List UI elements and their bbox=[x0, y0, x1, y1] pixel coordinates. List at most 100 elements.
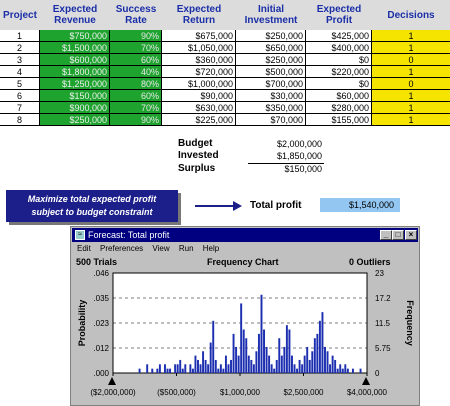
cell-expected-revenue: $1,500,000 bbox=[40, 42, 110, 54]
histogram-bar bbox=[245, 338, 248, 373]
histogram-bar bbox=[247, 355, 250, 373]
header-expected-return: Expected Return bbox=[162, 0, 236, 30]
histogram-bar bbox=[217, 368, 220, 373]
cell-project: 6 bbox=[0, 90, 40, 102]
cell-decision[interactable]: 0 bbox=[372, 78, 450, 90]
histogram-bar bbox=[235, 346, 238, 373]
histogram-bar bbox=[202, 351, 205, 373]
histogram-bar bbox=[263, 329, 265, 373]
histogram-bar bbox=[242, 329, 245, 373]
menu-help[interactable]: Help bbox=[202, 244, 220, 253]
cell-project: 2 bbox=[0, 42, 40, 54]
histogram-bar bbox=[227, 364, 230, 373]
close-button[interactable]: × bbox=[405, 230, 417, 240]
histogram-bar bbox=[138, 368, 141, 373]
cell-expected-profit: $220,000 bbox=[306, 66, 372, 78]
histogram-bar bbox=[346, 368, 349, 373]
histogram-bar bbox=[240, 303, 243, 373]
surplus-value: $150,000 bbox=[284, 164, 322, 174]
cell-project: 5 bbox=[0, 78, 40, 90]
invested-label: Invested bbox=[178, 150, 219, 161]
menu-view[interactable]: View bbox=[152, 244, 170, 253]
cell-decision[interactable]: 1 bbox=[372, 102, 450, 114]
table-row: 5 $1,250,000 80% $1,000,000 $700,000 $0 0 bbox=[0, 78, 450, 90]
x-tick-label: ($2,000,000) bbox=[90, 388, 136, 397]
histogram-bar bbox=[303, 355, 306, 373]
app-icon: ≈ bbox=[75, 230, 85, 240]
cell-decision[interactable]: 1 bbox=[372, 30, 450, 42]
cell-decision[interactable]: 1 bbox=[372, 90, 450, 102]
histogram-bar bbox=[270, 364, 273, 373]
header-expected-revenue: Expected Revenue bbox=[40, 0, 110, 30]
cell-expected-return: $720,000 bbox=[162, 66, 236, 78]
cell-project: 7 bbox=[0, 102, 40, 114]
cell-project: 8 bbox=[0, 114, 40, 126]
cell-expected-profit: $400,000 bbox=[306, 42, 372, 54]
histogram-bar bbox=[255, 351, 258, 373]
cell-initial-investment: $250,000 bbox=[236, 54, 306, 66]
header-expected-profit: Expected Profit bbox=[306, 0, 372, 30]
histogram-bar bbox=[207, 364, 210, 373]
menu-bar: Edit Preferences View Run Help bbox=[73, 243, 417, 255]
histogram-bar bbox=[326, 351, 329, 373]
histogram-bar bbox=[166, 368, 169, 373]
cell-initial-investment: $350,000 bbox=[236, 102, 306, 114]
histogram-bar bbox=[298, 359, 301, 373]
menu-edit[interactable]: Edit bbox=[77, 244, 91, 253]
histogram-bar bbox=[151, 368, 154, 373]
cell-expected-profit: $155,000 bbox=[306, 114, 372, 126]
cell-expected-return: $360,000 bbox=[162, 54, 236, 66]
x-tick-label: $4,000,000 bbox=[347, 388, 388, 397]
histogram-bar bbox=[181, 368, 184, 373]
histogram-bar bbox=[291, 355, 293, 373]
cell-expected-revenue: $900,000 bbox=[40, 102, 110, 114]
cell-expected-return: $1,000,000 bbox=[162, 78, 236, 90]
forecast-window: ≈ Forecast: Total profit _ □ × Edit Pref… bbox=[70, 226, 420, 406]
window-titlebar[interactable]: ≈ Forecast: Total profit _ □ × bbox=[72, 228, 418, 242]
histogram-bar bbox=[273, 368, 276, 373]
cell-expected-return: $1,050,000 bbox=[162, 42, 236, 54]
cell-expected-profit: $280,000 bbox=[306, 102, 372, 114]
right-tick-label: 17.2 bbox=[375, 294, 391, 303]
right-tick-label: 23 bbox=[375, 269, 384, 278]
cell-initial-investment: $30,000 bbox=[236, 90, 306, 102]
cell-expected-profit: $0 bbox=[306, 78, 372, 90]
invested-value: $1,850,000 bbox=[276, 151, 322, 161]
surplus-label: Surplus bbox=[178, 163, 216, 174]
right-tick-label: 0 bbox=[375, 369, 380, 378]
cell-initial-investment: $700,000 bbox=[236, 78, 306, 90]
histogram-bar bbox=[280, 355, 283, 373]
cell-decision[interactable]: 1 bbox=[372, 42, 450, 54]
left-tick-label: .000 bbox=[93, 369, 109, 378]
histogram-bar bbox=[321, 312, 324, 373]
cell-expected-revenue: $750,000 bbox=[40, 30, 110, 42]
histogram-bar bbox=[313, 338, 316, 373]
histogram-bar bbox=[197, 359, 199, 373]
cell-success-rate: 70% bbox=[110, 42, 162, 54]
cell-project: 3 bbox=[0, 54, 40, 66]
histogram-bar bbox=[308, 359, 311, 373]
histogram-bar bbox=[204, 359, 207, 373]
cell-initial-investment: $70,000 bbox=[236, 114, 306, 126]
histogram-bar bbox=[260, 294, 263, 373]
menu-preferences[interactable]: Preferences bbox=[100, 244, 144, 253]
histogram-bar bbox=[265, 346, 268, 373]
menu-run[interactable]: Run bbox=[178, 244, 194, 253]
histogram-bar bbox=[334, 359, 337, 373]
cell-decision[interactable]: 0 bbox=[372, 54, 450, 66]
cell-project: 4 bbox=[0, 66, 40, 78]
minimize-button[interactable]: _ bbox=[380, 230, 392, 240]
budget-value: $2,000,000 bbox=[276, 139, 322, 149]
histogram-bar bbox=[351, 368, 354, 373]
maximize-button[interactable]: □ bbox=[392, 230, 404, 240]
total-profit-label: Total profit bbox=[250, 200, 302, 211]
cell-initial-investment: $500,000 bbox=[236, 66, 306, 78]
histogram-bar bbox=[176, 364, 179, 373]
cell-decision[interactable]: 1 bbox=[372, 114, 450, 126]
histogram-bar bbox=[169, 368, 172, 373]
histogram-bar bbox=[230, 359, 232, 373]
table-row: 2 $1,500,000 70% $1,050,000 $650,000 $400,000… bbox=[0, 42, 450, 54]
histogram-bar bbox=[341, 368, 344, 373]
project-table: Project Expected Revenue Success Rate Ex… bbox=[0, 0, 450, 126]
cell-decision[interactable]: 1 bbox=[372, 66, 450, 78]
